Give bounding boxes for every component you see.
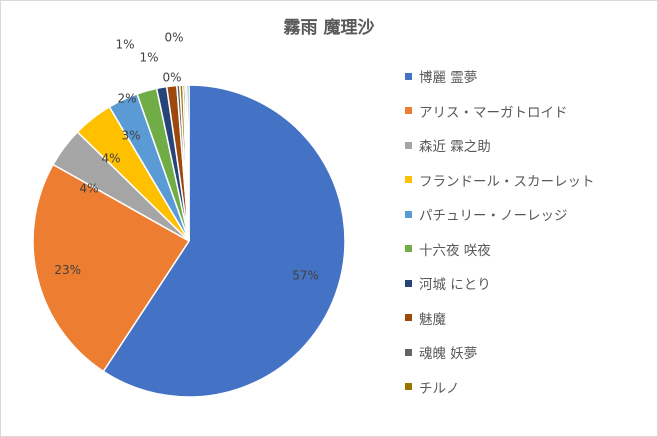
legend-label: 森近 霖之助	[419, 139, 491, 156]
legend-item: パチュリー・ノーレッジ	[405, 197, 655, 232]
legend-item: 河城 にとり	[405, 266, 655, 301]
data-label-6: 2%	[117, 92, 136, 106]
data-label-3: 4%	[79, 182, 98, 196]
legend-label: 博麗 霊夢	[419, 70, 478, 87]
legend-label: 十六夜 咲夜	[419, 242, 491, 259]
data-label-4: 4%	[101, 152, 120, 166]
legend-label: アリス・マーガトロイド	[419, 104, 568, 121]
data-label-7: 1%	[115, 38, 134, 52]
legend-item: アリス・マーガトロイド	[405, 94, 655, 129]
legend-swatch	[405, 245, 412, 253]
pie-slice-1	[102, 84, 346, 398]
legend-swatch	[405, 279, 412, 287]
data-label-2: 23%	[54, 263, 81, 277]
pie-slice-2	[32, 163, 191, 373]
legend-item: 魂魄 妖夢	[405, 335, 655, 370]
data-label-9: 0%	[164, 31, 183, 45]
legend-label: フランドール・スカーレット	[419, 173, 595, 190]
legend-label: 魂魄 妖夢	[419, 346, 478, 363]
data-label-5: 3%	[121, 129, 140, 143]
data-label-1: 57%	[292, 268, 319, 282]
data-label-8: 1%	[139, 51, 158, 65]
legend-label: 河城 にとり	[419, 277, 491, 294]
legend-swatch	[405, 141, 412, 149]
legend-item: 魅魔	[405, 301, 655, 336]
legend-item: 博麗 霊夢	[405, 59, 655, 94]
legend-swatch	[405, 383, 412, 391]
pie-slice-extra-3	[186, 84, 190, 242]
legend-swatch	[405, 176, 412, 184]
chart-legend: 博麗 霊夢アリス・マーガトロイド 森近 霖之助フランドール・スカーレット パチュリー…	[405, 59, 655, 404]
legend-item: フランドール・スカーレット	[405, 163, 655, 198]
data-label-10: 0%	[162, 71, 181, 85]
legend-label: 魅魔	[419, 311, 446, 328]
legend-label: チルノ	[419, 380, 460, 397]
legend-label: パチュリー・ノーレッジ	[419, 208, 568, 225]
legend-item: チルノ	[405, 370, 655, 405]
legend-item: 十六夜 咲夜	[405, 232, 655, 267]
legend-swatch	[405, 210, 412, 218]
legend-swatch	[405, 314, 412, 322]
legend-item: 森近 霖之助	[405, 128, 655, 163]
legend-swatch	[405, 72, 412, 80]
chart-title: 霧雨 魔理沙	[283, 18, 375, 38]
legend-swatch	[405, 107, 412, 115]
legend-swatch	[405, 348, 412, 356]
